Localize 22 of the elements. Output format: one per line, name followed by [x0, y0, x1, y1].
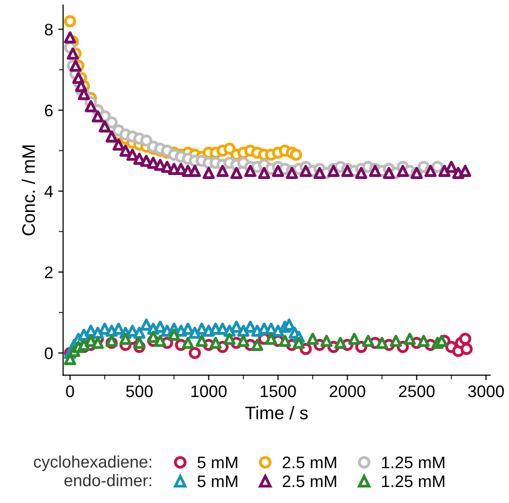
legend-label: 2.5 mM — [282, 475, 336, 488]
text: endo-dimer: — [64, 474, 152, 486]
legend-label: 5 mM — [198, 476, 238, 488]
legend-label: 1.25 mM — [382, 475, 444, 488]
y-tick-label: 6 — [44, 104, 53, 116]
x-tick-label: 0 — [66, 385, 74, 398]
x-axis-title: Time / s — [245, 406, 308, 420]
y-tick-label: 4 — [44, 186, 53, 198]
x-tick-label: 2500 — [398, 385, 435, 398]
text: cyclohexadiene: — [34, 455, 152, 472]
legend-label: 1.25 mM — [382, 456, 444, 468]
x-tick-label: 500 — [126, 385, 153, 398]
x-tick-label: 3000 — [468, 385, 504, 398]
y-tick-label: 8 — [44, 24, 53, 36]
y-axis-title: Conc. / mM — [22, 145, 35, 236]
x-tick-label: 1000 — [191, 385, 227, 398]
legend-label: 5 mM — [198, 456, 238, 468]
x-tick-label: 1500 — [260, 385, 296, 398]
legend-label: 2.5 mM — [282, 456, 336, 468]
x-tick-label: 2000 — [330, 385, 366, 398]
y-tick-label: 0 — [44, 347, 53, 360]
y-tick-label: 2 — [44, 266, 53, 278]
